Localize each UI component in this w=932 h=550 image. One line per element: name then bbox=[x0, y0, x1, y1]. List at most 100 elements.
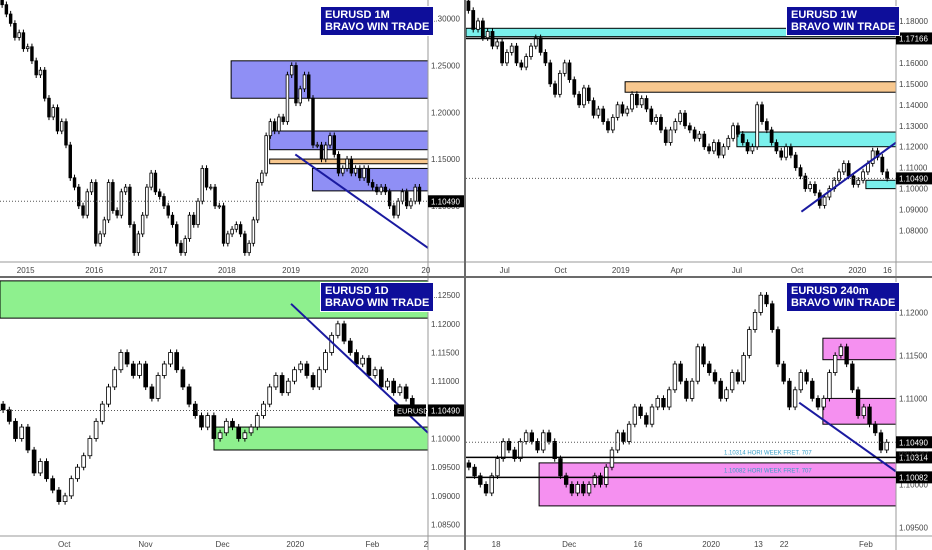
candle-body bbox=[34, 60, 38, 76]
candle-body bbox=[856, 179, 861, 185]
panel-divider-horizontal[interactable] bbox=[0, 276, 932, 278]
chart-title-symbol: EURUSD 1W bbox=[791, 9, 858, 21]
chart-title-brand: BRAVO WIN TRADE bbox=[791, 21, 896, 33]
candle-body bbox=[311, 97, 315, 146]
chart-panel-eurusd-1w[interactable]: 1.18000 1.16000 1.15000 1.14000 1.13000 1.120… bbox=[466, 0, 932, 276]
x-tick-label: 2019 bbox=[282, 266, 300, 275]
candle-body bbox=[4, 4, 9, 15]
candle-body bbox=[740, 133, 745, 143]
chart-panel-eurusd-240m[interactable]: 1.10314 HORI WEEK FRET. 707 1.10082 HORI … bbox=[466, 278, 932, 550]
candle-body bbox=[615, 104, 620, 118]
candle-body bbox=[413, 186, 417, 202]
level-tag-bg bbox=[896, 451, 932, 464]
candle-body bbox=[183, 238, 187, 254]
candle-body bbox=[13, 420, 18, 439]
candle-body bbox=[563, 475, 569, 485]
candle-body bbox=[277, 116, 281, 132]
x-tick-label: 16 bbox=[883, 266, 892, 275]
candle-body bbox=[639, 98, 644, 106]
candle-body bbox=[541, 432, 546, 451]
panel-divider-vertical[interactable] bbox=[464, 0, 466, 550]
candle-body bbox=[821, 398, 826, 408]
candle-body bbox=[808, 184, 813, 190]
candle-body bbox=[524, 56, 529, 68]
candle-body bbox=[302, 74, 307, 90]
candle-body bbox=[186, 386, 192, 405]
candle-body bbox=[480, 20, 485, 39]
candle-body bbox=[354, 352, 359, 365]
candle-body bbox=[747, 329, 752, 356]
candle-body bbox=[592, 475, 597, 485]
candle-body bbox=[581, 483, 586, 494]
candle-body bbox=[383, 186, 388, 193]
candle-body bbox=[55, 107, 60, 132]
candle-body bbox=[211, 415, 217, 439]
chart-title-brand: BRAVO WIN TRADE bbox=[791, 297, 896, 309]
candle-body bbox=[30, 46, 34, 62]
candle-body bbox=[396, 200, 400, 216]
candle-body bbox=[353, 168, 358, 174]
y-tick-label: 1.12000 bbox=[431, 320, 460, 329]
price-tag-label: 1.10490 bbox=[431, 406, 460, 415]
candle-body bbox=[21, 32, 26, 50]
candle-body bbox=[667, 389, 672, 408]
candle-body bbox=[130, 363, 136, 376]
candle-body bbox=[248, 426, 254, 434]
candle-body bbox=[529, 45, 533, 57]
candle-body bbox=[89, 182, 94, 193]
candle-body bbox=[149, 172, 153, 188]
candle-body bbox=[187, 214, 192, 240]
candle-body bbox=[238, 224, 243, 235]
y-tick-label: 1.10000 bbox=[899, 480, 928, 489]
y-tick-label: 1.09500 bbox=[431, 463, 460, 472]
chart-panel-eurusd-1m[interactable]: 1.300001.250001.200001.150001.1000020152… bbox=[0, 0, 464, 276]
candle-body bbox=[75, 466, 80, 480]
y-tick-label: 1.25000 bbox=[431, 62, 460, 71]
candle-body bbox=[397, 386, 403, 394]
candle-body bbox=[598, 475, 603, 485]
candle-body bbox=[784, 146, 788, 158]
candle-body bbox=[644, 98, 649, 110]
candle-body bbox=[217, 432, 223, 439]
y-tick-label: 1.08000 bbox=[899, 227, 928, 236]
candle-body bbox=[223, 420, 229, 434]
candle-body bbox=[726, 137, 731, 148]
candle-body bbox=[851, 175, 856, 185]
chart-svg-eurusd-1d: 1.12500 1.12000 1.11500 1.11000 1.10000 1.095… bbox=[0, 278, 464, 550]
candle-body bbox=[260, 172, 264, 183]
candle-body bbox=[721, 146, 726, 156]
candle-body bbox=[505, 52, 509, 64]
candle-body bbox=[136, 233, 141, 254]
zone-box bbox=[736, 131, 897, 148]
candle-body bbox=[272, 121, 277, 132]
candle-body bbox=[621, 432, 626, 442]
candle-body bbox=[87, 438, 93, 457]
candle-body bbox=[161, 363, 167, 376]
candle-body bbox=[609, 449, 615, 468]
candle-body bbox=[261, 403, 266, 416]
candle-body bbox=[546, 432, 552, 442]
y-tick-label: 1.13000 bbox=[899, 122, 928, 131]
candle-body bbox=[793, 154, 798, 169]
x-tick-label: 16 bbox=[634, 540, 643, 549]
candle-body bbox=[867, 406, 872, 425]
candle-body bbox=[153, 172, 158, 193]
zone-box bbox=[230, 60, 429, 99]
chart-panel-eurusd-1d[interactable]: 1.12500 1.12000 1.11500 1.11000 1.10000 1.095… bbox=[0, 278, 464, 550]
x-tick-label: Apr bbox=[670, 266, 683, 275]
candle-body bbox=[764, 121, 769, 131]
x-tick-label: Feb bbox=[365, 540, 379, 549]
candle-body bbox=[506, 440, 512, 451]
candle-body bbox=[529, 432, 534, 442]
candle-body bbox=[170, 214, 175, 225]
candle-body bbox=[781, 363, 786, 382]
candle-body bbox=[360, 357, 366, 365]
candle-body bbox=[775, 329, 781, 365]
candle-body bbox=[50, 478, 56, 491]
y-tick-label: 1.12500 bbox=[431, 291, 460, 300]
candle-body bbox=[112, 369, 118, 388]
candle-body bbox=[68, 144, 72, 179]
candle-body bbox=[575, 483, 580, 494]
candle-body bbox=[689, 380, 695, 399]
x-tick-label: Oct bbox=[791, 266, 804, 275]
